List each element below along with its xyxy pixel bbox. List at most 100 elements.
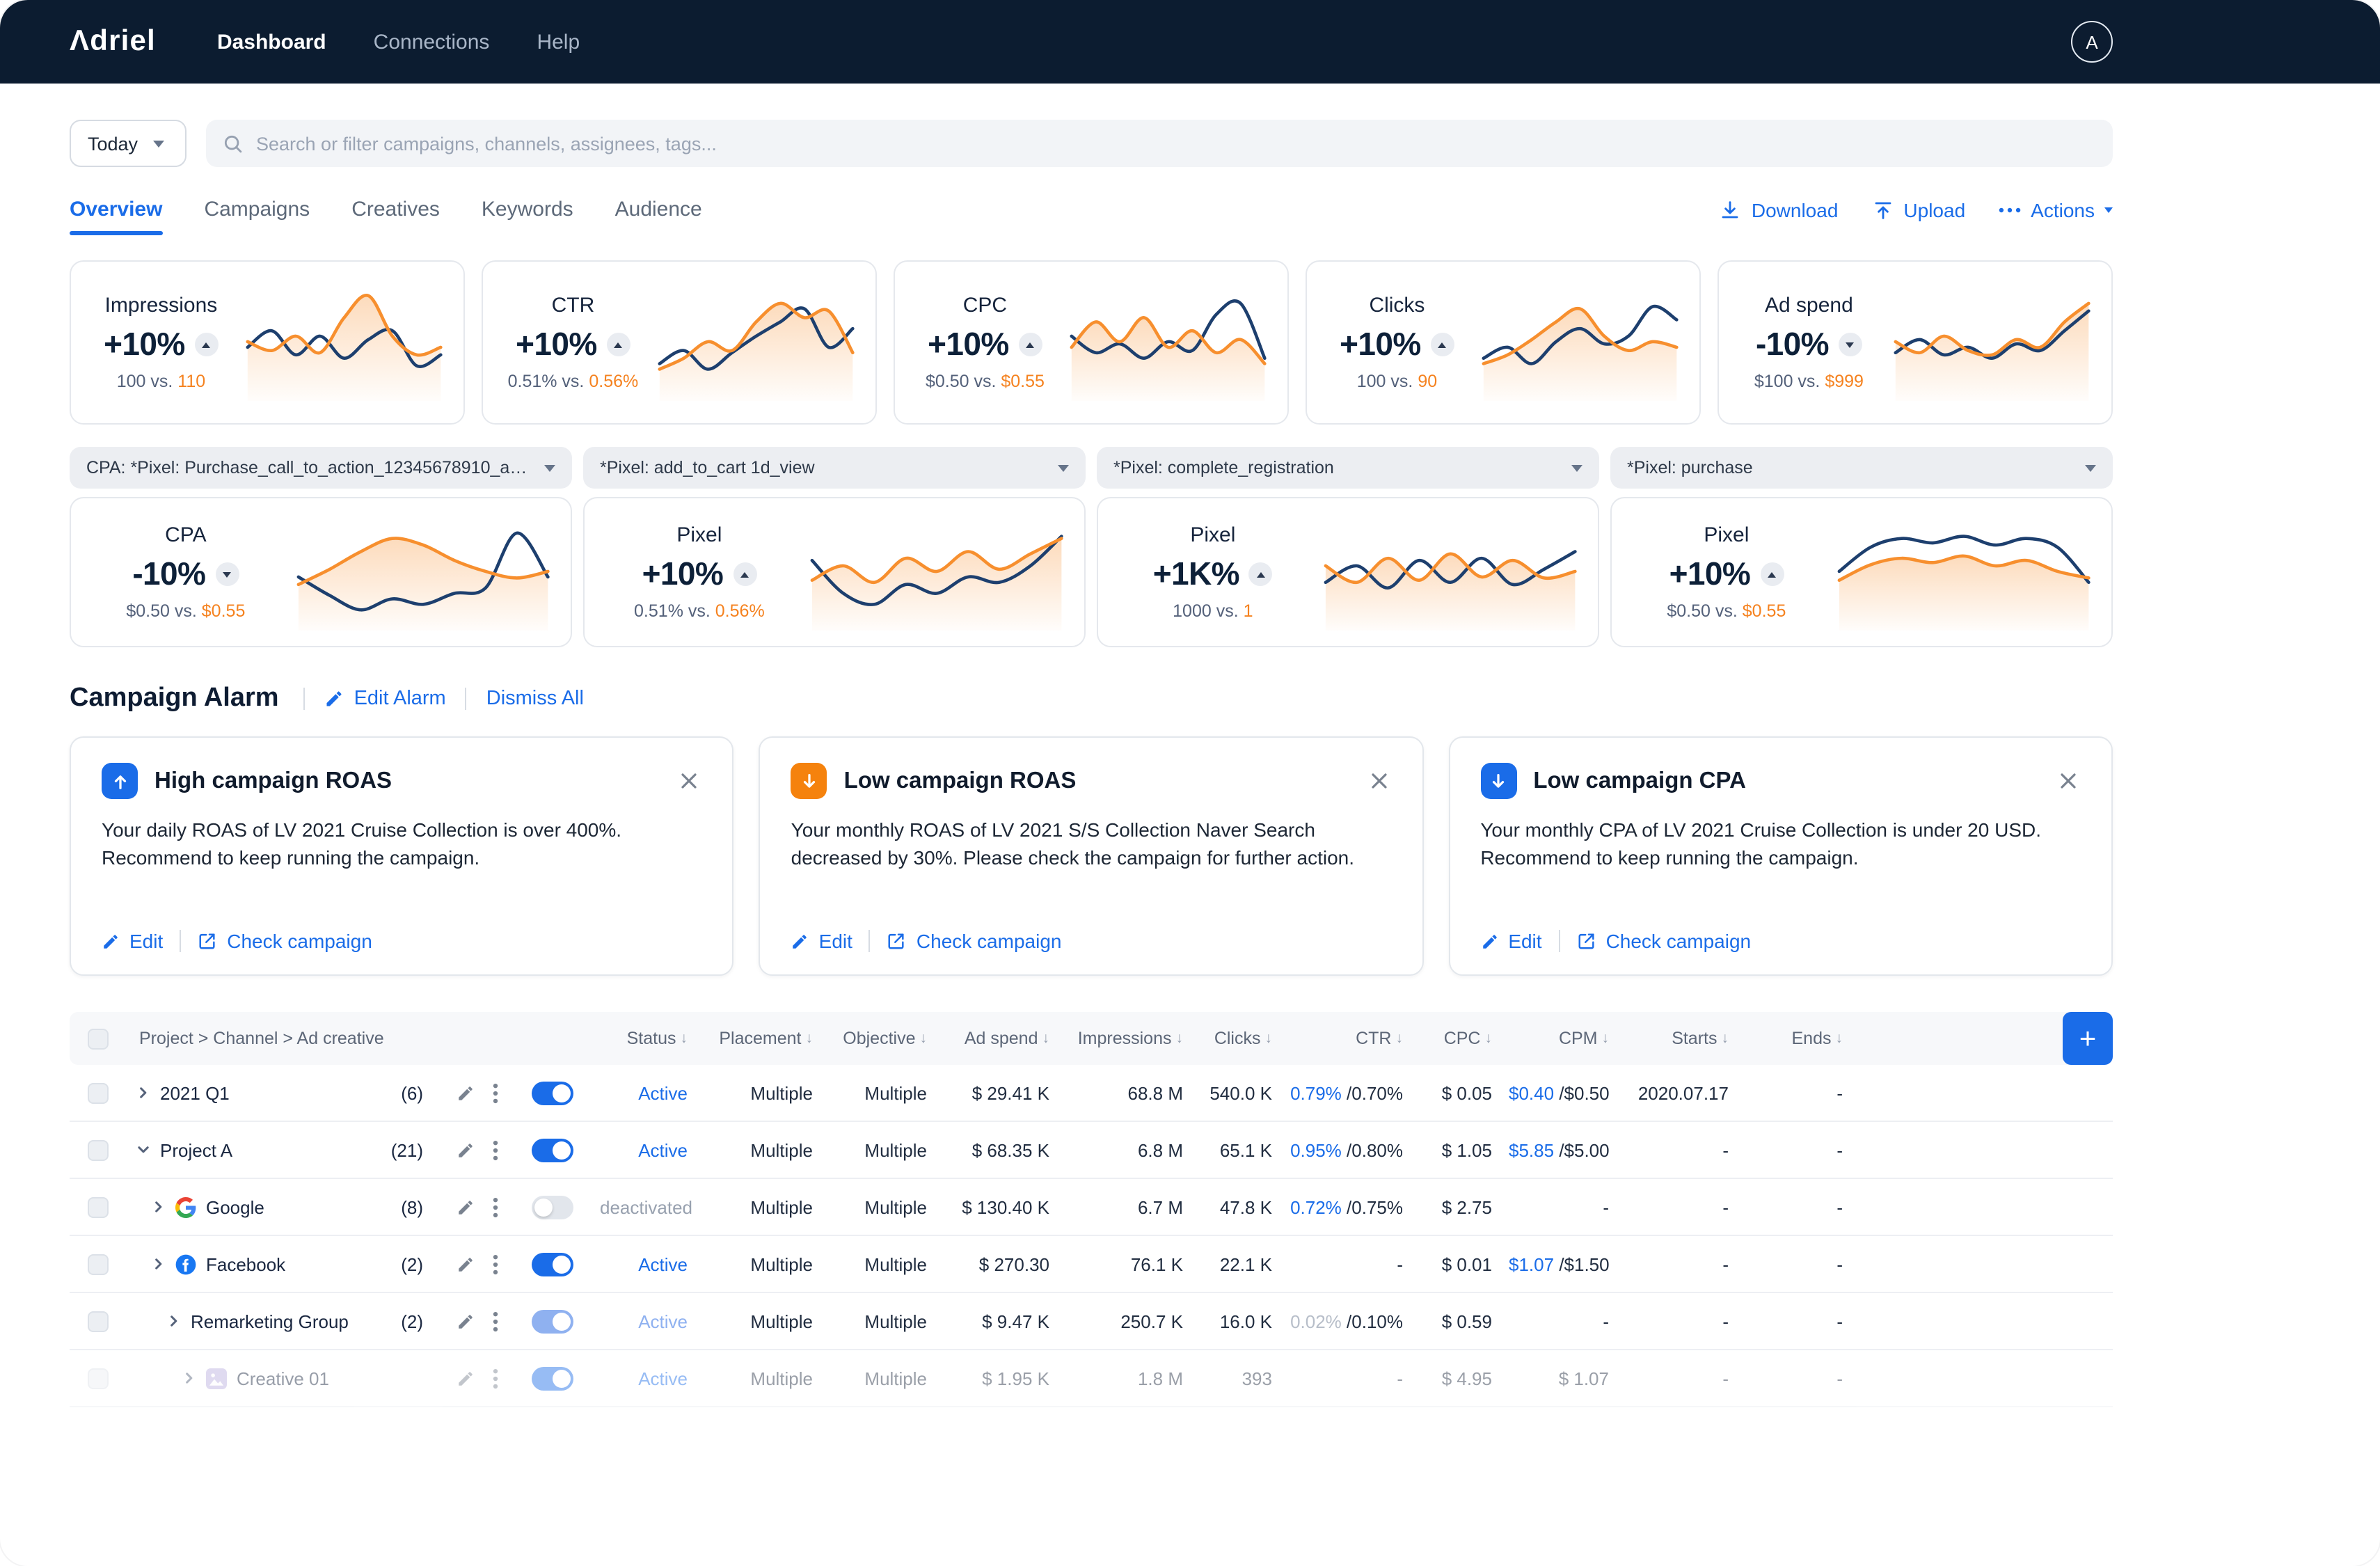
toggle-switch[interactable] [531,1138,573,1162]
nav-item-dashboard[interactable]: Dashboard [216,30,326,54]
chevron-right-icon[interactable] [182,1371,196,1385]
add-button[interactable]: + [2063,1012,2113,1065]
toggle-switch[interactable] [531,1195,573,1219]
brand-logo[interactable]: Λdriel [70,25,156,57]
check-campaign-link[interactable]: Check campaign [1577,930,1751,952]
metric-delta: +10% [928,326,1009,362]
cpc-cell: $ 0.01 [1441,1253,1492,1274]
pixel-select-value: CPA: *Pixel: Purchase_call_to_action_123… [86,458,530,477]
edit-pencil-button[interactable] [457,1312,475,1330]
nav-item-help[interactable]: Help [537,30,580,54]
edit-button[interactable]: Edit [102,930,163,952]
chevron-right-icon[interactable] [167,1314,181,1328]
trend-up-icon [1248,562,1273,586]
check-campaign-link[interactable]: Check campaign [198,930,372,952]
alarm-title: Low campaign ROAS [843,768,1077,793]
status-cell: Active [638,1311,688,1331]
kebab-menu-button[interactable] [493,1311,498,1331]
pixel-select-1[interactable]: CPA: *Pixel: Purchase_call_to_action_123… [70,447,572,489]
metric-title: Ad spend [1765,294,1853,317]
toggle-switch[interactable] [531,1081,573,1105]
tab-overview[interactable]: Overview [70,198,162,235]
ad-spend-cell: $ 9.47 K [982,1311,1049,1331]
row-checkbox[interactable] [87,1311,108,1331]
pixel-select-4[interactable]: *Pixel: purchase [1610,447,2113,489]
kebab-menu-button[interactable] [493,1139,498,1160]
row-checkbox[interactable] [87,1196,108,1217]
column-header-impressions[interactable]: Impressions ↓ [1077,1029,1183,1048]
header-actions: Download Upload Actions [1720,199,2113,221]
toggle-switch[interactable] [531,1309,573,1333]
row-name: Project A [160,1139,233,1160]
close-icon[interactable] [677,768,702,793]
creative-icon [206,1368,227,1389]
column-header-ad-spend[interactable]: Ad spend ↓ [964,1029,1049,1048]
tab-creatives[interactable]: Creatives [351,198,440,221]
kebab-menu-button[interactable] [493,1196,498,1217]
dismiss-all-button[interactable]: Dismiss All [486,688,584,710]
check-campaign-link[interactable]: Check campaign [887,930,1061,952]
close-icon[interactable] [2056,768,2081,793]
edit-pencil-button[interactable] [457,1369,475,1387]
download-button[interactable]: Download [1720,199,1838,221]
edit-pencil-button[interactable] [457,1255,475,1273]
date-range-select[interactable]: Today [70,120,187,167]
column-header-placement[interactable]: Placement ↓ [719,1029,813,1048]
column-header-cpc[interactable]: CPC ↓ [1443,1029,1492,1048]
column-header-status[interactable]: Status ↓ [626,1029,688,1048]
edit-pencil-button[interactable] [457,1198,475,1216]
nav-item-connections[interactable]: Connections [373,30,490,54]
tab-keywords[interactable]: Keywords [481,198,573,221]
close-icon[interactable] [1366,768,1391,793]
table-row-remarketing-group: Remarketing Group (2) Active Multiple Multip… [70,1293,2113,1350]
sparkline-chart [1482,283,1680,401]
edit-pencil-button[interactable] [457,1141,475,1159]
row-checkbox[interactable] [87,1082,108,1103]
kebab-menu-button[interactable] [493,1253,498,1274]
column-header-ctr[interactable]: CTR ↓ [1356,1029,1403,1048]
edit-button[interactable]: Edit [791,930,852,952]
toggle-switch[interactable] [531,1252,573,1276]
kebab-menu-button[interactable] [493,1368,498,1389]
pixel-widget-2: *Pixel: add_to_cart 1d_view Pixel +10% 0.51… [583,447,1086,647]
chevron-right-icon[interactable] [152,1200,166,1214]
metric-comparison: 100 vs. 110 [116,372,206,391]
pixel-select-2[interactable]: *Pixel: add_to_cart 1d_view [583,447,1086,489]
edit-button[interactable]: Edit [1480,930,1542,952]
metric-delta: -10% [1755,326,1830,362]
campaign-alarm-heading: Campaign Alarm [70,683,279,713]
tab-campaigns[interactable]: Campaigns [204,198,310,221]
row-checkbox[interactable] [87,1139,108,1160]
toggle-switch[interactable] [531,1366,573,1390]
search-input[interactable] [256,133,2096,154]
edit-pencil-button[interactable] [457,1084,475,1102]
actions-button[interactable]: Actions [1999,199,2113,221]
column-header-cpm[interactable]: CPM ↓ [1558,1029,1609,1048]
row-name-cell: Google (8) [125,1196,443,1217]
ends-cell: - [1836,1311,1843,1331]
row-checkbox[interactable] [87,1253,108,1274]
starts-cell: - [1722,1196,1729,1217]
pixel-select-3[interactable]: *Pixel: complete_registration [1097,447,1599,489]
chevron-right-icon[interactable] [152,1257,166,1271]
edit-alarm-button[interactable]: Edit Alarm [325,688,446,710]
select-all-checkbox[interactable] [87,1028,108,1049]
column-header-starts[interactable]: Starts ↓ [1672,1029,1729,1048]
chevron-down-icon[interactable] [136,1143,150,1157]
column-header-clicks[interactable]: Clicks ↓ [1214,1029,1272,1048]
arrow-up-icon [102,763,138,799]
chevron-right-icon[interactable] [136,1086,150,1100]
row-checkbox[interactable] [87,1368,108,1389]
ad-spend-cell: $ 270.30 [978,1253,1049,1274]
search-bar[interactable] [206,120,2113,167]
objective-cell: Multiple [864,1253,927,1274]
row-count: (6) [401,1082,423,1103]
kebab-menu-button[interactable] [493,1082,498,1103]
user-avatar[interactable]: A [2071,21,2113,63]
column-header-ends[interactable]: Ends ↓ [1791,1029,1843,1048]
column-header-objective[interactable]: Objective ↓ [843,1029,927,1048]
ad-spend-cell: $ 29.41 K [971,1082,1049,1103]
tab-audience[interactable]: Audience [614,198,702,221]
upload-button[interactable]: Upload [1871,199,1965,221]
toolbar: Today [70,120,2113,167]
